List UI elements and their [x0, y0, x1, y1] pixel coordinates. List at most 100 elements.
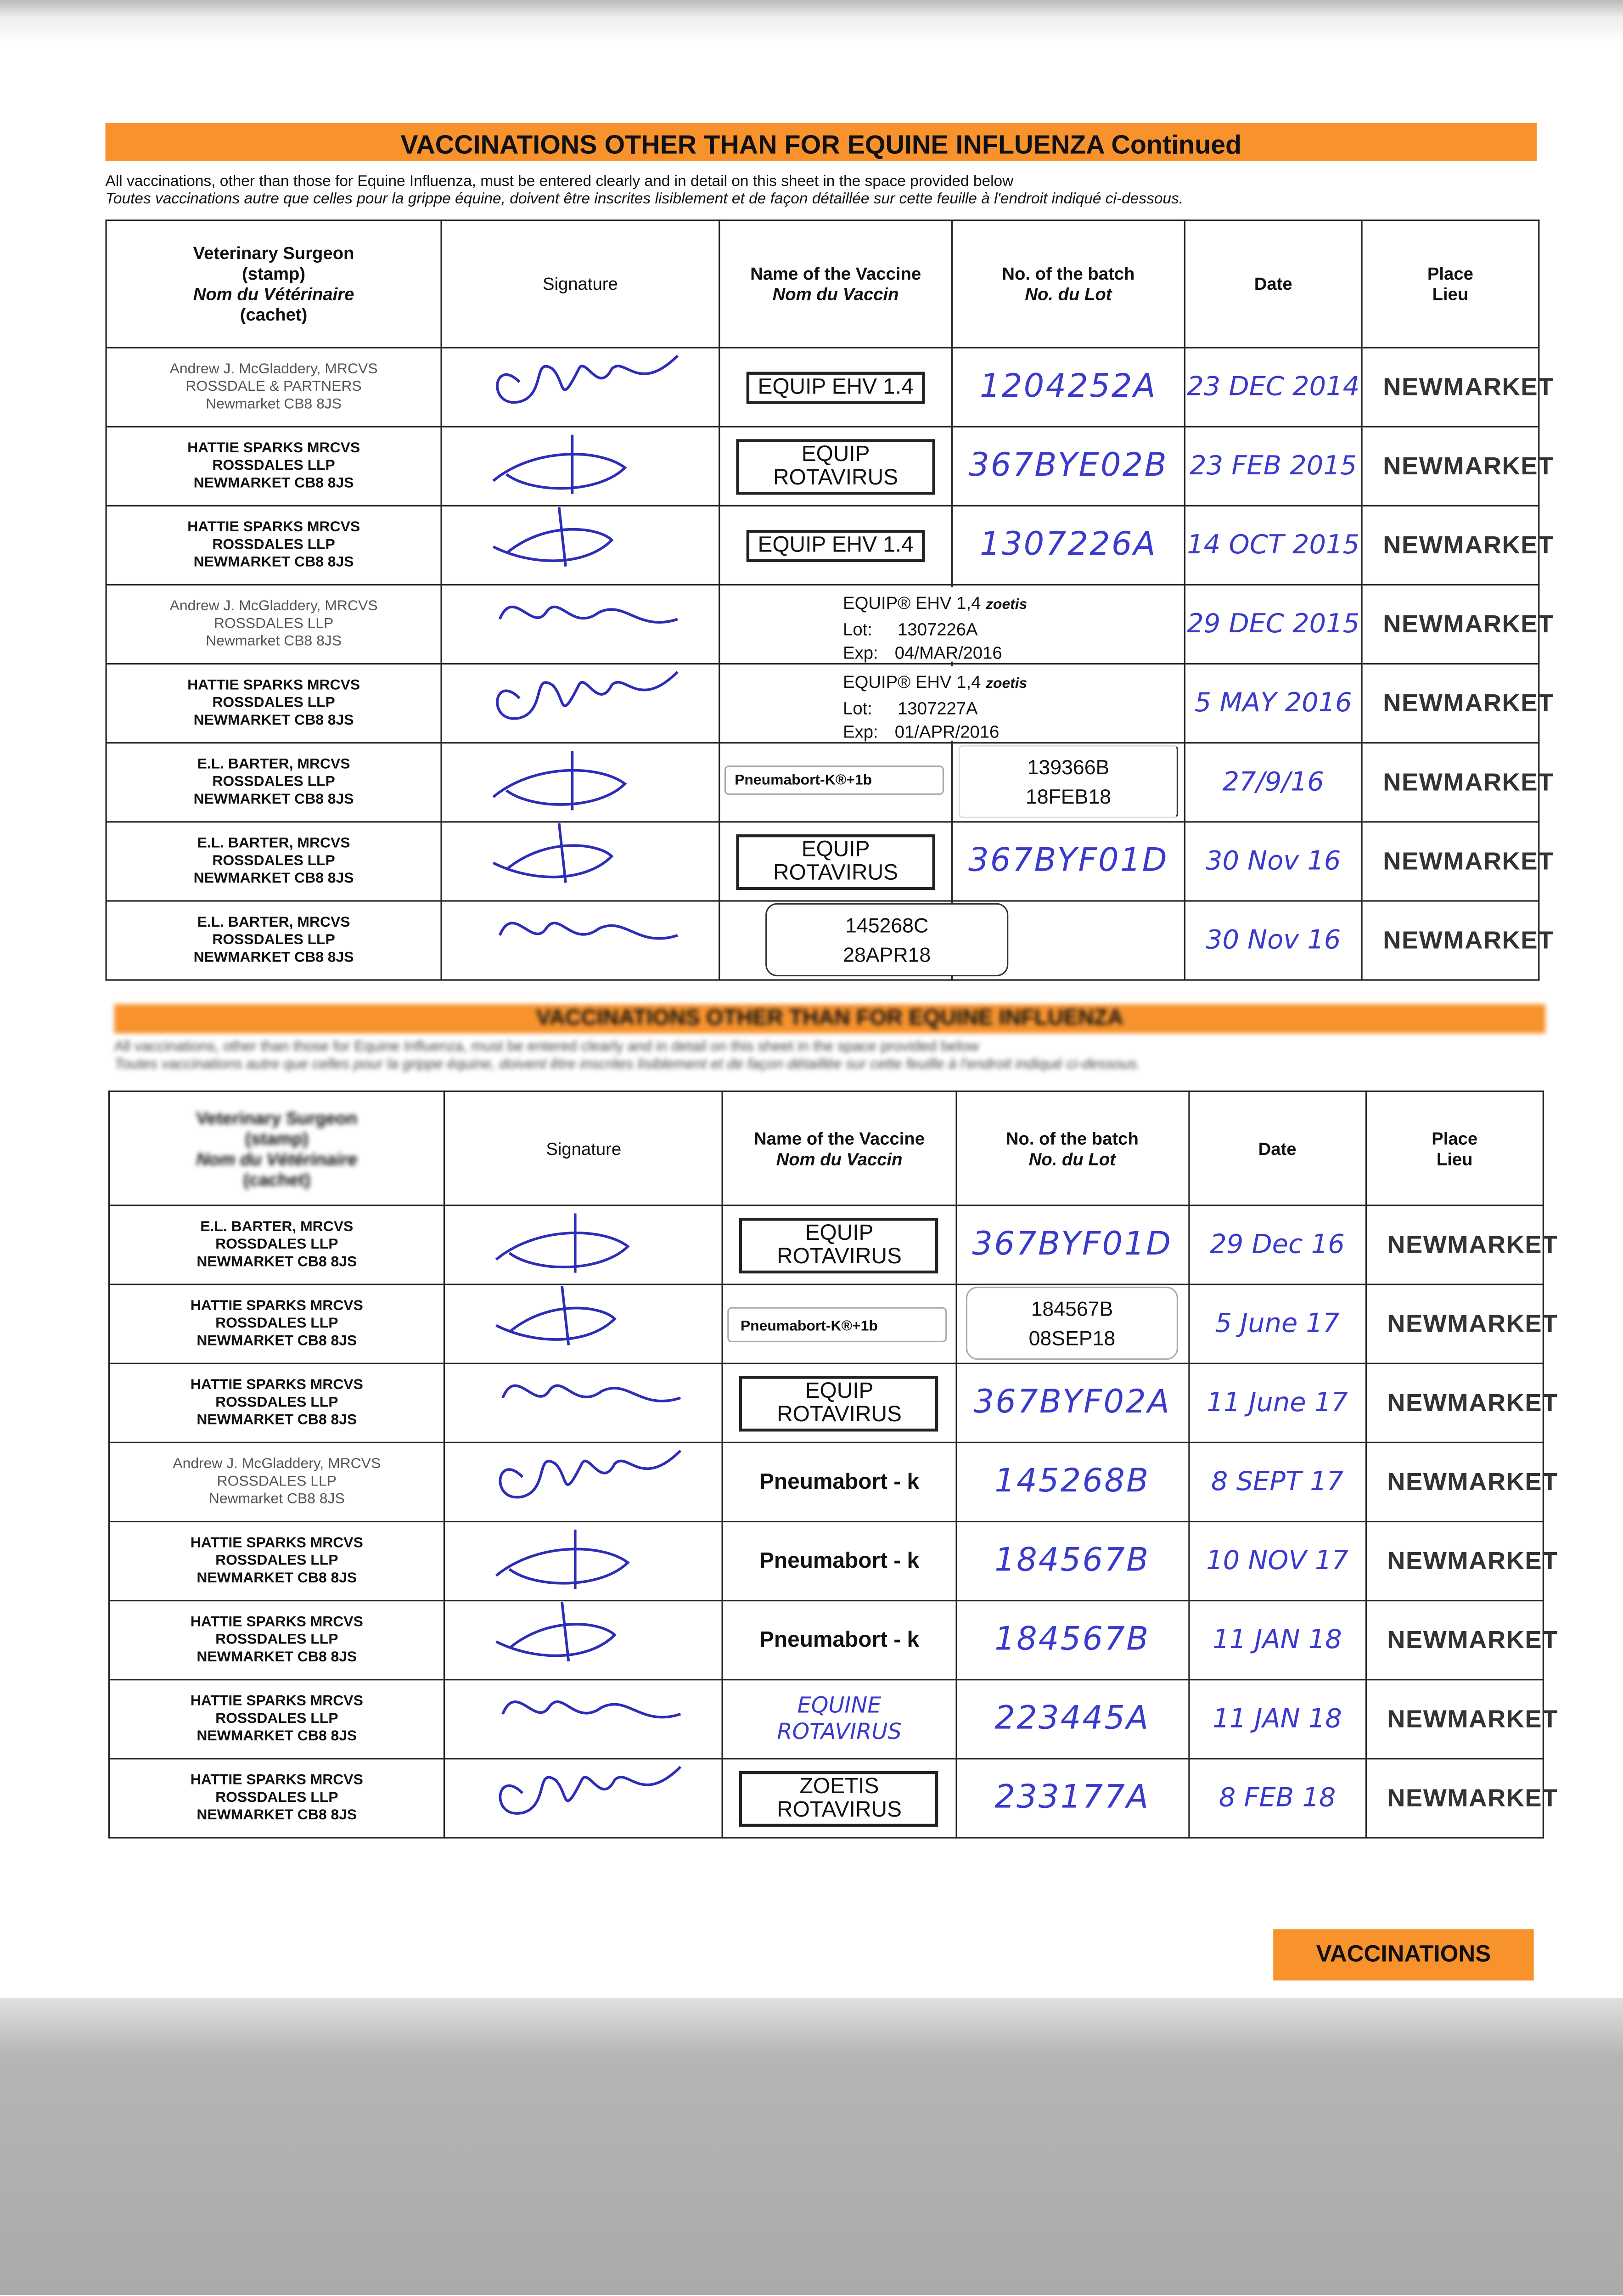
signature-cell [440, 584, 720, 665]
handwritten-signature [499, 1449, 682, 1499]
surgeon-stamp-line: HATTIE SPARKS MRCVS [190, 1772, 363, 1788]
surgeon-stamp-line: ROSSDALE & PARTNERS [185, 378, 362, 395]
header-vaccine: Name of the Vaccine Nom du Vaccin [719, 219, 953, 349]
vaccination-date: 5 MAY 2016 [1194, 687, 1352, 718]
table-row: Andrew J. McGladdery, MRCVS ROSSDALE & PA… [105, 347, 1553, 428]
vaccination-date: 10 NOV 17 [1206, 1545, 1348, 1576]
sticker-product: Pneumabort-K®+1b [735, 773, 872, 789]
batch-cell: 367BYF01D [955, 1204, 1190, 1285]
date-cell: 30 Nov 16 [1184, 900, 1363, 981]
vaccine-batch-sticker: Pneumabort-K®+1b [727, 1307, 947, 1343]
surgeon-stamp-line: HATTIE SPARKS MRCVS [190, 1614, 363, 1630]
batch-cell: 233177A [955, 1758, 1190, 1839]
surgeon-stamp-line: NEWMARKET CB8 8JS [197, 1333, 357, 1349]
surgeon-stamp-line: HATTIE SPARKS MRCVS [187, 439, 360, 456]
vaccine-batch-sticker: EQUIP® EHV 1,4 zoetis Lot: 1307227A Exp: 0… [830, 666, 1167, 742]
zoetis-logo: zoetis [986, 676, 1028, 692]
place-stamp: NEWMARKET [1387, 1309, 1558, 1337]
instructions-2: All vaccinations, other than those for E… [114, 1039, 1141, 1075]
surgeon-stamp: HATTIE SPARKS MRCVS ROSSDALES LLP NEWMARKE… [108, 1362, 445, 1443]
section-title-band: VACCINATIONS OTHER THAN FOR EQUINE INFLU… [105, 123, 1537, 161]
table-row: E.L. BARTER, MRCVS ROSSDALES LLP NEWMARKET… [105, 900, 1553, 981]
surgeon-stamp: Andrew J. McGladdery, MRCVS ROSSDALES LLP… [108, 1441, 445, 1523]
surgeon-stamp-line: E.L. BARTER, MRCVS [200, 1218, 354, 1235]
surgeon-stamp-line: ROSSDALES LLP [215, 1236, 338, 1252]
signature-cell [444, 1600, 724, 1681]
header-surgeon: Veterinary Surgeon (stamp) Nom du Vétérina… [105, 219, 442, 349]
header-vaccine: Name of the Vaccine Nom du Vaccin [722, 1090, 957, 1206]
batch-cell: 184567B [955, 1600, 1190, 1681]
vaccine-name: Pneumabort - k [759, 1548, 920, 1573]
signature-cell [444, 1758, 724, 1839]
place-stamp: NEWMARKET [1387, 1546, 1558, 1575]
vaccine-batch-sticker: 139366B 18FEB18 [958, 745, 1179, 818]
signature-cell [444, 1679, 724, 1760]
handwritten-signature [501, 1384, 681, 1402]
sticker-lot-label: Lot: [843, 619, 872, 640]
surgeon-stamp-line: NEWMARKET CB8 8JS [197, 1412, 357, 1428]
surgeon-stamp-line: ROSSDALES LLP [212, 931, 335, 948]
surgeon-stamp-line: HATTIE SPARKS MRCVS [187, 677, 360, 693]
place-cell: NEWMARKET [1365, 1758, 1557, 1839]
vaccine-batch-sticker: 145268C 28APR18 [765, 903, 1009, 977]
surgeon-stamp-line: NEWMARKET CB8 8JS [197, 1807, 357, 1823]
surgeon-stamp-line: HATTIE SPARKS MRCVS [190, 1297, 363, 1314]
table-row: HATTIE SPARKS MRCVS ROSSDALES LLP NEWMARKE… [105, 663, 1553, 744]
footer-tag: VACCINATIONS [1273, 1929, 1534, 1981]
header-surgeon-line: (cachet) [240, 304, 308, 325]
place-cell: NEWMARKET [1361, 663, 1553, 744]
surgeon-stamp-line: E.L. BARTER, MRCVS [197, 835, 350, 851]
vaccine-cell: EQUIP ROTAVIRUS [722, 1204, 957, 1285]
handwritten-signature [495, 1213, 630, 1273]
vaccine-cell: Pneumabort - k [722, 1600, 957, 1681]
surgeon-stamp-line: ROSSDALES LLP [212, 852, 335, 869]
date-cell: 23 DEC 2014 [1184, 347, 1363, 428]
sticker-lot: 145268C [845, 913, 929, 937]
surgeon-stamp: HATTIE SPARKS MRCVS ROSSDALES LLP NEWMARKE… [105, 505, 442, 586]
table-row: E.L. BARTER, MRCVS ROSSDALES LLP NEWMARKET… [108, 1204, 1557, 1285]
header-batch: No. of the batch No. du Lot [955, 1090, 1190, 1206]
place-cell: NEWMARKET [1365, 1283, 1557, 1364]
sticker-lot: 184567B [1031, 1297, 1113, 1321]
header-vaccine-en: Name of the Vaccine [750, 263, 921, 284]
place-cell: NEWMARKET [1365, 1362, 1557, 1443]
signature-cell [444, 1283, 724, 1364]
batch-cell: 184567B [955, 1520, 1190, 1602]
vaccine-cell: ZOETIS ROTAVIRUS [722, 1758, 957, 1839]
table-row: E.L. BARTER, MRCVS ROSSDALES LLP NEWMARKET… [105, 821, 1553, 902]
table-row: HATTIE SPARKS MRCVS ROSSDALES LLP NEWMARKE… [108, 1679, 1557, 1760]
date-cell: 29 DEC 2015 [1184, 584, 1363, 665]
vaccine-batch-sticker: 184567B 08SEP18 [966, 1286, 1179, 1360]
batch-number: 233177A [994, 1780, 1150, 1817]
instruction-fr: Toutes vaccinations autre que celles pou… [105, 190, 1184, 208]
vaccination-table-2: Veterinary Surgeon (stamp) Nom du Vétérina… [108, 1090, 1557, 1839]
handwritten-signature [492, 823, 614, 883]
header-batch-en: No. of the batch [1002, 263, 1135, 284]
signature-cell [440, 742, 720, 823]
section-title-2: VACCINATIONS OTHER THAN FOR EQUINE INFLU… [536, 1005, 1123, 1031]
header-vaccine-fr: Nom du Vaccin [772, 284, 899, 305]
vaccine-cell: Pneumabort - k [722, 1520, 957, 1602]
vaccine-cell: EQUINE ROTAVIRUS [722, 1679, 957, 1760]
surgeon-stamp: HATTIE SPARKS MRCVS ROSSDALES LLP NEWMARKE… [108, 1758, 445, 1839]
instructions: All vaccinations, other than those for E… [106, 173, 1184, 208]
surgeon-stamp: HATTIE SPARKS MRCVS ROSSDALES LLP NEWMARKE… [105, 663, 442, 744]
surgeon-stamp-line: Andrew J. McGladdery, MRCVS [169, 598, 378, 614]
surgeon-stamp-line: Newmarket CB8 8JS [206, 633, 342, 649]
scanner-background [0, 1998, 1623, 2296]
vaccine-name: EQUIP ROTAVIRUS [736, 833, 935, 889]
header-surgeon-line: (stamp) [241, 263, 306, 284]
vaccine-cell: EQUIP EHV 1.4 [719, 505, 953, 586]
batch-number: 367BYF02A [973, 1384, 1171, 1422]
surgeon-stamp-line: ROSSDALES LLP [215, 1315, 338, 1332]
vaccine-name: EQUINE ROTAVIRUS [777, 1692, 902, 1745]
vaccine-batch-sticker: EQUIP® EHV 1,4 zoetis Lot: 1307226A Exp: 0… [830, 587, 1167, 663]
vaccine-cell: EQUIP ROTAVIRUS [722, 1362, 957, 1443]
place-cell: NEWMARKET [1365, 1520, 1557, 1602]
batch-number: 145268B [994, 1463, 1150, 1501]
signature-cell [440, 900, 720, 981]
vaccination-date: 27/9/16 [1222, 766, 1324, 797]
surgeon-stamp-line: NEWMARKET CB8 8JS [193, 791, 354, 807]
place-stamp: NEWMARKET [1387, 1467, 1558, 1496]
table-row: HATTIE SPARKS MRCVS ROSSDALES LLP NEWMARKE… [108, 1520, 1557, 1602]
